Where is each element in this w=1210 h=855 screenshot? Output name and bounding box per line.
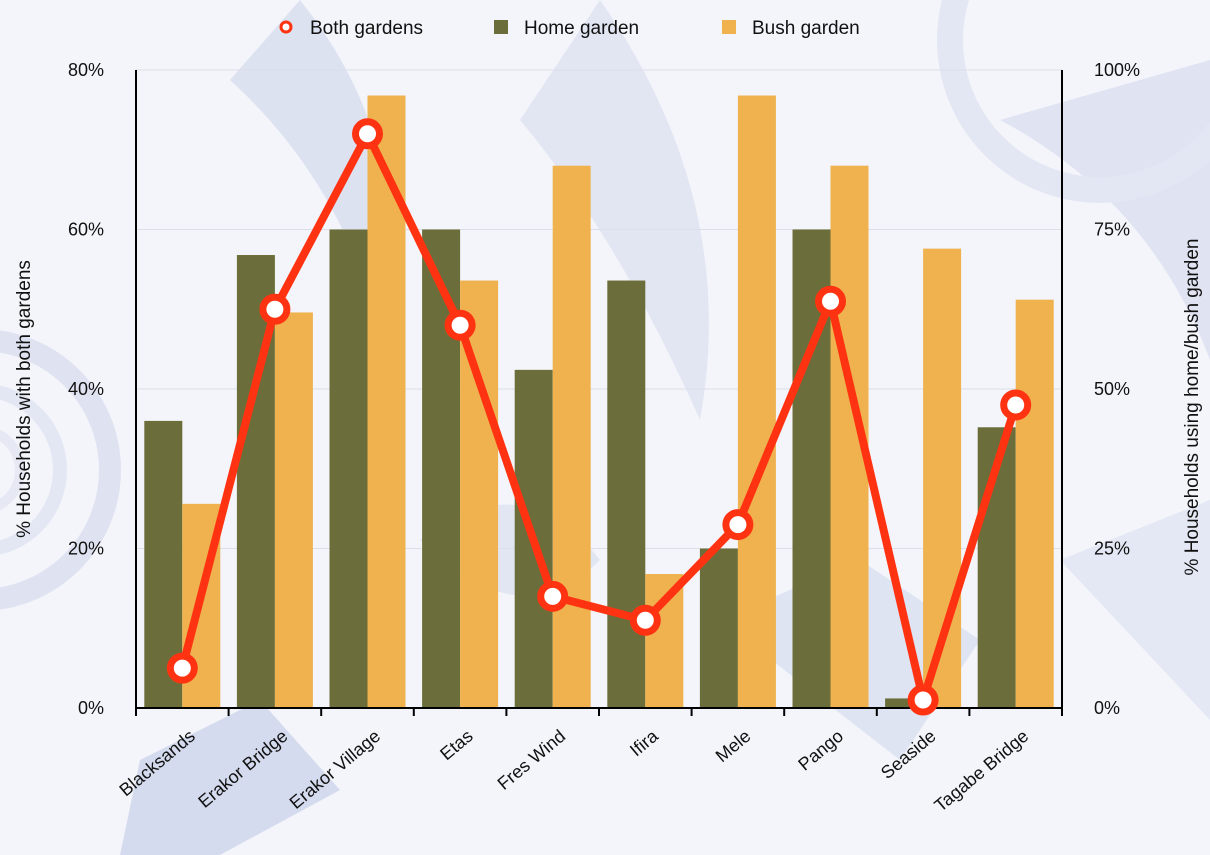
bar-bush-garden: [645, 574, 684, 708]
bar-bush-garden: [367, 95, 406, 708]
y-left-tick-label: 20%: [68, 539, 104, 559]
point-both-gardens: [629, 604, 661, 636]
bar-home-garden: [329, 229, 368, 708]
y-right-tick-label: 0%: [1094, 698, 1120, 718]
bar-home-garden: [422, 229, 461, 708]
y-right-tick-label: 75%: [1094, 220, 1130, 240]
y-left-tick-label: 0%: [78, 698, 104, 718]
point-both-gardens: [1000, 389, 1032, 421]
legend-label: Both gardens: [310, 18, 423, 39]
bar-home-garden: [607, 280, 646, 708]
bar-bush-garden: [737, 95, 776, 708]
legend: Both gardens Home garden Bush garden: [279, 18, 860, 39]
y-right-tick-label: 25%: [1094, 539, 1130, 559]
point-both-gardens: [259, 293, 291, 325]
point-both-gardens: [352, 118, 383, 150]
y-left-tick-label: 60%: [68, 220, 104, 240]
bar-bush-garden: [552, 165, 591, 708]
legend-label: Home garden: [524, 18, 639, 39]
bar-home-garden: [885, 698, 924, 708]
point-both-gardens: [815, 285, 846, 317]
y-right-axis-title: % Households using home/bush garden: [1182, 239, 1203, 576]
legend-swatch: [722, 20, 736, 34]
point-both-gardens: [722, 509, 754, 541]
legend-swatch: [494, 20, 508, 34]
y-right-tick-label: 50%: [1094, 379, 1130, 399]
point-both-gardens: [537, 580, 569, 612]
bar-bush-garden: [1015, 299, 1054, 708]
y-left-axis-title: % Households with both gardens: [14, 260, 35, 538]
bar-bush-garden: [274, 312, 313, 708]
bar-home-garden: [699, 548, 738, 708]
legend-label: Bush garden: [752, 18, 860, 39]
point-both-gardens: [907, 684, 939, 716]
y-left-tick-label: 80%: [68, 60, 104, 80]
line-both-gardens: [178, 129, 1020, 705]
legend-marker-both-gardens: [279, 20, 293, 34]
point-both-gardens: [166, 652, 198, 684]
y-left-tick-label: 40%: [68, 379, 104, 399]
point-both-gardens: [444, 309, 476, 341]
y-right-tick-label: 100%: [1094, 60, 1140, 80]
